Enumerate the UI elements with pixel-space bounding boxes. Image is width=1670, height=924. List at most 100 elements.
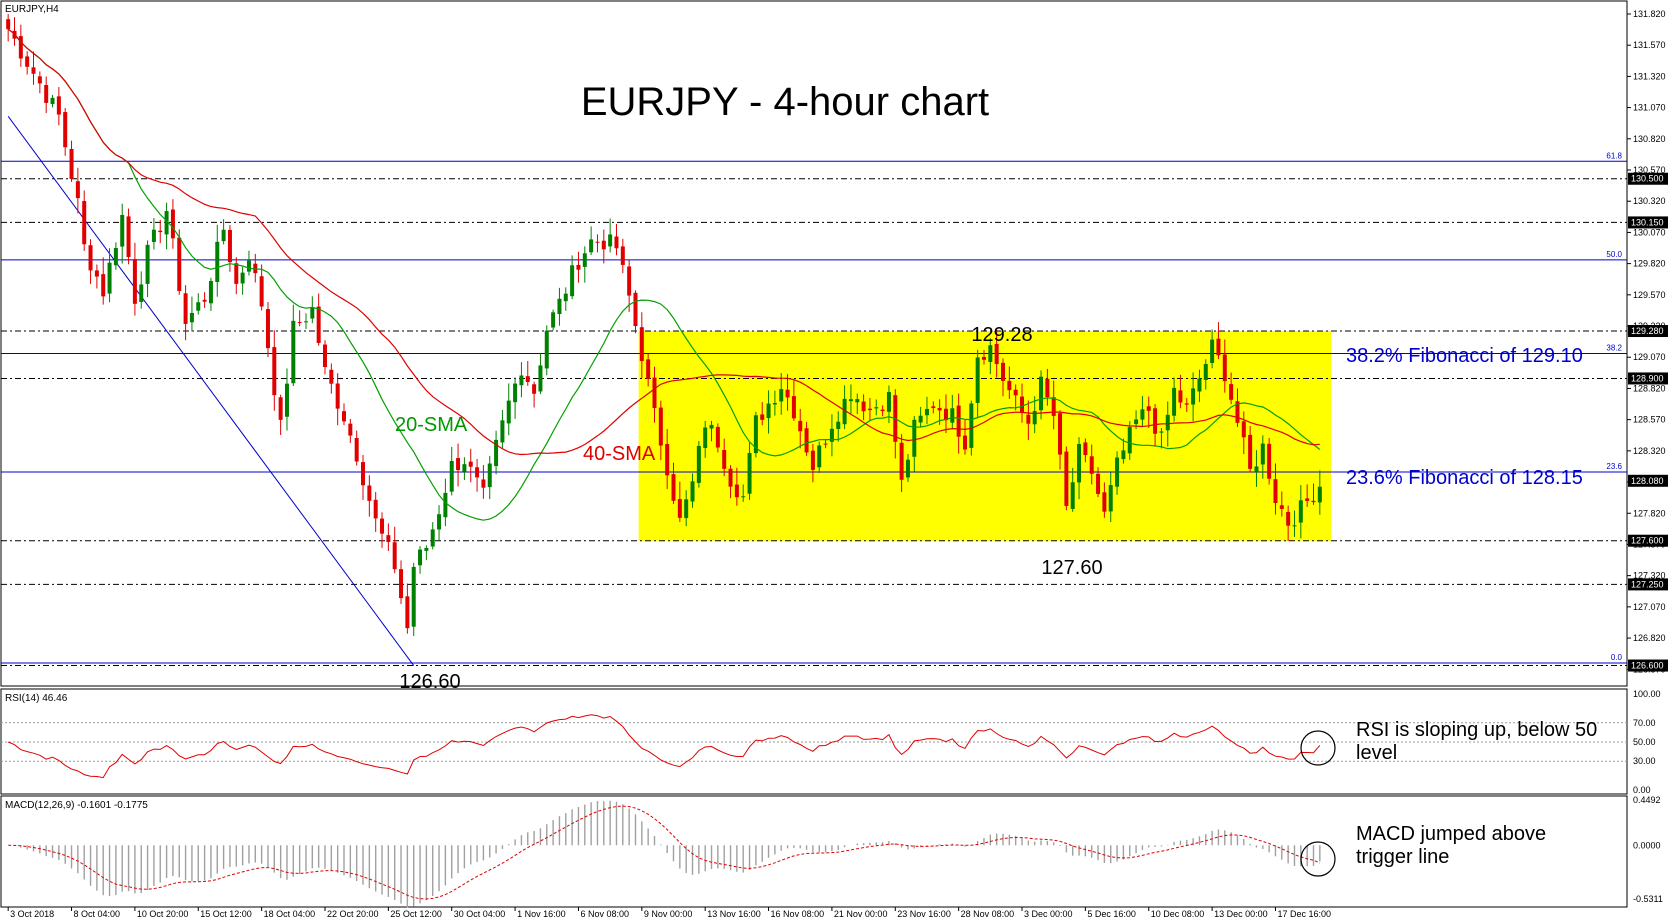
- candle-body: [715, 426, 720, 448]
- candle-body: [177, 237, 182, 292]
- candle-body: [361, 462, 366, 486]
- candle-body: [905, 459, 910, 478]
- candle-body: [94, 270, 99, 277]
- candle-body: [595, 241, 600, 243]
- candle-body: [747, 452, 752, 494]
- y-tick-label: 131.320: [1633, 71, 1666, 81]
- candle-body: [1267, 443, 1272, 479]
- candle-body: [348, 423, 353, 436]
- candle-body: [950, 408, 955, 423]
- candle-body: [563, 293, 568, 302]
- candle-body: [899, 442, 904, 480]
- candle-body: [284, 383, 289, 417]
- candle-body: [202, 299, 207, 302]
- candle-body: [696, 445, 701, 483]
- candle-body: [240, 272, 245, 284]
- candle-body: [1083, 442, 1088, 455]
- price-badge: [1628, 659, 1668, 672]
- candle-body: [227, 229, 232, 263]
- candle-body: [291, 320, 296, 384]
- candle-body: [798, 420, 803, 432]
- sma40-line: [7, 28, 1320, 456]
- candle-body: [918, 415, 923, 423]
- candle-body: [107, 262, 112, 294]
- candle-body: [633, 292, 638, 327]
- candle-body: [63, 112, 68, 148]
- candle-body: [494, 439, 499, 467]
- rsi-highlight-circle: [1300, 730, 1336, 766]
- candle-body: [1127, 426, 1132, 454]
- candle-body: [316, 306, 321, 343]
- candle-body: [430, 529, 435, 547]
- x-tick-label: 16 Nov 08:00: [771, 909, 825, 919]
- y-tick-label: 130.320: [1633, 196, 1666, 206]
- candle-body: [791, 396, 796, 419]
- candle-body: [785, 389, 790, 398]
- chart-title: EURJPY - 4-hour chart: [581, 80, 989, 124]
- candle-body: [31, 67, 36, 74]
- candle-body: [532, 384, 537, 394]
- candle-body: [779, 389, 784, 402]
- price-badge-label: 127.600: [1631, 536, 1664, 546]
- candle-body: [468, 461, 473, 467]
- candle-body: [246, 260, 251, 272]
- candle-body: [937, 407, 942, 411]
- y-tick-label: 127.070: [1633, 602, 1666, 612]
- candle-body: [164, 211, 169, 235]
- candle-body: [836, 421, 841, 430]
- candle-body: [367, 485, 372, 501]
- candle-body: [183, 293, 188, 324]
- candle-body: [867, 408, 872, 411]
- candle-body: [342, 411, 347, 422]
- price-badge-label: 128.080: [1631, 476, 1664, 486]
- candle-body: [1248, 434, 1253, 469]
- candle-body: [861, 401, 866, 412]
- candle-body: [500, 420, 505, 443]
- candle-body: [544, 330, 549, 369]
- candle-body: [481, 479, 486, 488]
- candle-body: [962, 435, 967, 450]
- candle-body: [665, 443, 670, 476]
- candle-body: [734, 484, 739, 498]
- candle-body: [1153, 408, 1158, 434]
- candle-body: [373, 499, 378, 519]
- y-tick-label: 127.320: [1633, 571, 1666, 581]
- candle-body: [855, 399, 860, 403]
- candle-body: [1279, 505, 1284, 509]
- candle-body: [658, 407, 663, 446]
- candle-body: [335, 383, 340, 409]
- rsi-line: [8, 714, 1321, 779]
- candle-body: [988, 345, 993, 363]
- candle-body: [671, 474, 676, 501]
- candle-body: [1146, 406, 1151, 411]
- annotation-high: 129.28: [971, 324, 1032, 346]
- candle-body: [303, 321, 308, 323]
- candle-body: [608, 234, 613, 247]
- candle-body: [931, 406, 936, 409]
- rsi-tick-label: 100.00: [1633, 689, 1661, 699]
- candle-body: [1108, 485, 1113, 512]
- candle-body: [56, 96, 61, 115]
- x-tick-label: 28 Nov 08:00: [961, 909, 1015, 919]
- candle-body: [817, 445, 822, 468]
- candle-body: [601, 240, 606, 250]
- x-tick-label: 22 Oct 20:00: [327, 909, 379, 919]
- candle-body: [551, 312, 556, 328]
- candle-body: [272, 347, 277, 396]
- y-tick-label: 128.820: [1633, 383, 1666, 393]
- candle-body: [1020, 396, 1025, 413]
- candle-body: [208, 281, 213, 304]
- candle-body: [525, 376, 530, 382]
- candle-body: [1058, 413, 1063, 455]
- candle-body: [449, 460, 454, 492]
- y-tick-label: 130.570: [1633, 165, 1666, 175]
- x-tick-label: 9 Nov 00:00: [644, 909, 693, 919]
- macd-label: MACD(12,26,9) -0.1601 -0.1775: [5, 800, 148, 811]
- annotation-low: 126.60: [399, 671, 460, 693]
- candle-body: [82, 201, 87, 245]
- annotation-macd-note: MACD jumped above trigger line: [1356, 823, 1546, 868]
- candle-body: [981, 356, 986, 360]
- y-tick-label: 127.820: [1633, 508, 1666, 518]
- candle-body: [519, 375, 524, 386]
- candle-body: [101, 274, 106, 297]
